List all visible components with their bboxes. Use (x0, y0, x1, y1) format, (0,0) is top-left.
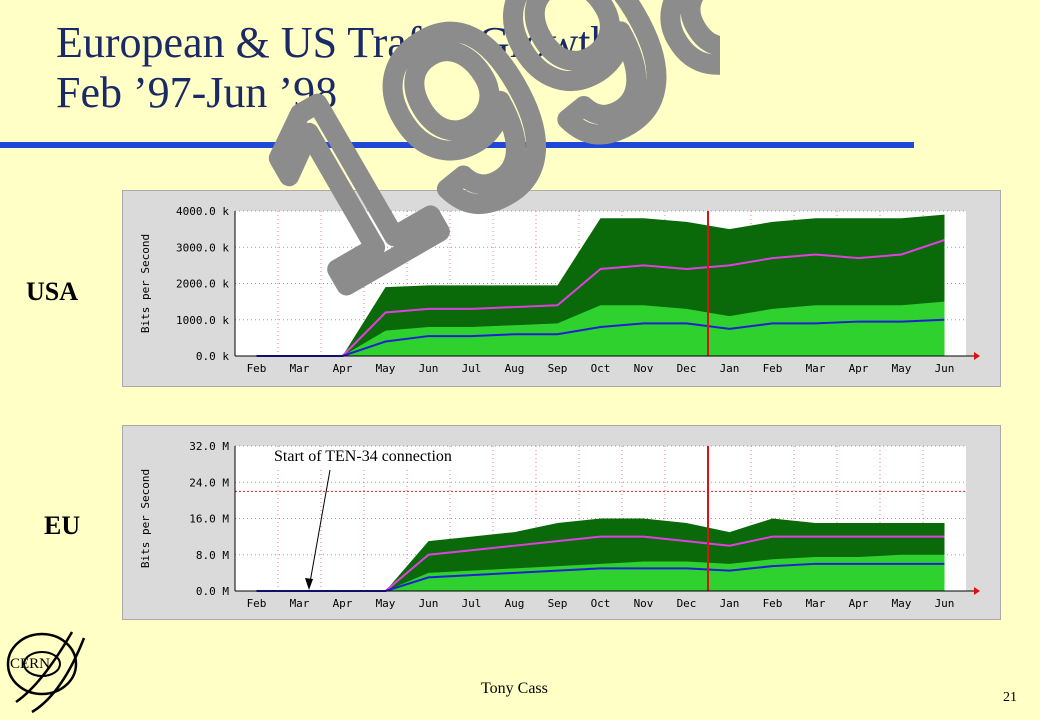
c0-xtick-label-5: Jul (462, 362, 482, 375)
c1-xtick-label-1: Mar (290, 597, 310, 610)
c0-ytick-label-3: 3000.0 k (176, 241, 229, 254)
c1-xtick-label-0: Feb (247, 597, 267, 610)
c0-xtick-label-10: Dec (677, 362, 697, 375)
c1-ytick-label-1: 8.0 M (196, 549, 229, 562)
c0-xtick-label-3: May (376, 362, 396, 375)
c0-xtick-label-8: Oct (591, 362, 611, 375)
ten34-annotation: Start of TEN-34 connection (270, 447, 456, 467)
c0-x-axis-arrow (974, 352, 980, 360)
c1-xtick-label-7: Sep (548, 597, 568, 610)
c0-ytick-label-0: 0.0 k (196, 350, 229, 363)
usa-chart-panel: 0.0 k 1000.0 k 2000.0 k 3000.0 k 4000.0 k Feb… (122, 190, 1001, 387)
c1-x-axis-arrow (974, 587, 980, 595)
c1-ytick-label-0: 0.0 M (196, 585, 229, 598)
c0-xtick-label-1: Mar (290, 362, 310, 375)
c1-xtick-label-5: Jul (462, 597, 482, 610)
c0-ytick-label-4: 4000.0 k (176, 205, 229, 218)
eu-label: EU (44, 511, 81, 540)
c0-xtick-label-12: Feb (763, 362, 783, 375)
c1-xtick-label-15: May (892, 597, 912, 610)
eu-chart-panel: 0.0 M 8.0 M 16.0 M 24.0 M 32.0 M Feb Mar Apr May… (122, 425, 1001, 620)
usa-traffic-chart: 0.0 k 1000.0 k 2000.0 k 3000.0 k 4000.0 k Feb… (139, 205, 980, 375)
c0-xtick-label-14: Apr (849, 362, 869, 375)
c1-xtick-label-16: Jun (935, 597, 955, 610)
c1-xtick-label-3: May (376, 597, 396, 610)
c0-xtick-label-11: Jan (720, 362, 740, 375)
c0-xtick-label-4: Jun (419, 362, 439, 375)
c0-series-blue-line (256, 318, 945, 357)
cern-logo-text: CERN (10, 656, 50, 672)
c1-xtick-label-9: Nov (634, 597, 654, 610)
slide-title: European & US Traffic Growth Feb ’97-Jun… (56, 18, 612, 118)
c1-xtick-label-12: Feb (763, 597, 783, 610)
eu-traffic-chart: 0.0 M 8.0 M 16.0 M 24.0 M 32.0 M Feb Mar Apr May… (139, 440, 980, 610)
c1-xtick-label-6: Aug (505, 597, 525, 610)
page-number: 21 (1003, 690, 1017, 705)
footer-author: Tony Cass (481, 680, 548, 697)
c0-series-magenta-line (256, 239, 945, 357)
c0-xtick-label-0: Feb (247, 362, 267, 375)
c1-ytick-label-3: 24.0 M (189, 476, 229, 489)
c1-xtick-label-14: Apr (849, 597, 869, 610)
c0-ytick-label-1: 1000.0 k (176, 314, 229, 327)
c1-ytick-label-2: 16.0 M (189, 513, 229, 526)
c0-xtick-label-2: Apr (333, 362, 353, 375)
c1-ytick-label-4: 32.0 M (189, 440, 229, 453)
cern-logo: CERN (6, 631, 86, 714)
c0-xtick-label-6: Aug (505, 362, 525, 375)
c0-ytick-label-2: 2000.0 k (176, 278, 229, 291)
c0-xtick-label-7: Sep (548, 362, 568, 375)
c1-xtick-label-2: Apr (333, 597, 353, 610)
title-line-1: European & US Traffic Growth (56, 18, 613, 67)
c0-xtick-label-13: Mar (806, 362, 826, 375)
c1-xtick-label-11: Jan (720, 597, 740, 610)
c1-xtick-label-4: Jun (419, 597, 439, 610)
title-line-2: Feb ’97-Jun ’98 (56, 68, 338, 117)
c0-ylabel: Bits per Second (139, 234, 152, 333)
c0-series-avg-area (256, 301, 945, 356)
c0-xtick-label-15: May (892, 362, 912, 375)
c1-ylabel: Bits per Second (139, 469, 152, 568)
c1-series-avg-area (256, 554, 945, 591)
c1-xtick-label-8: Oct (591, 597, 611, 610)
c1-xtick-label-10: Dec (677, 597, 697, 610)
title-divider (0, 142, 914, 148)
usa-label: USA (26, 277, 79, 306)
c0-xtick-label-16: Jun (935, 362, 955, 375)
c0-xtick-label-9: Nov (634, 362, 654, 375)
c1-xtick-label-13: Mar (806, 597, 826, 610)
